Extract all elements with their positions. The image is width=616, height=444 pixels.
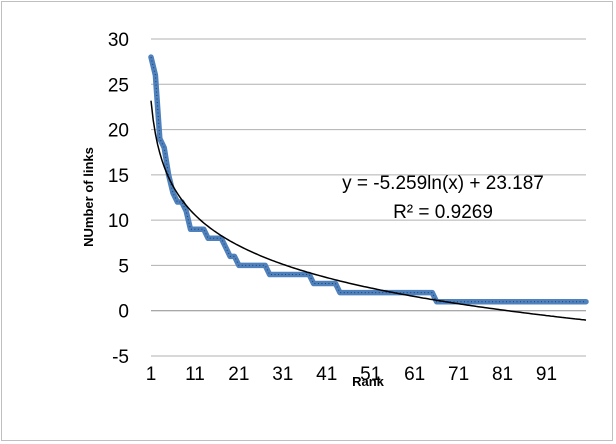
x-tick-label: 21 [228,364,249,385]
trendline-group [150,100,587,321]
y-tick-label: 30 [108,30,129,51]
x-tick-label: 41 [316,364,337,385]
x-axis-title: Rank [352,374,385,389]
x-tick-label: 81 [492,364,513,385]
trendline-r-squared: R² = 0.9269 [393,202,493,223]
gridlines [151,38,586,357]
series-line-markers [150,56,586,303]
x-tick-label: 91 [536,364,557,385]
y-tick-label: 10 [108,211,129,232]
x-tick-label: 71 [448,364,469,385]
x-tick-label: 51 [360,364,381,385]
y-tick-label: 20 [108,121,129,142]
x-tick-labels: 1 11 21 31 41 51 61 71 81 91 [146,364,557,385]
trendline-equation: y = -5.259ln(x) + 23.187 [342,173,544,194]
y-axis-title: NUmber of links [81,147,96,247]
trendline [150,100,587,321]
x-tick-label: 31 [272,364,293,385]
y-tick-label: 5 [118,256,129,277]
y-tick-label: -5 [112,347,129,368]
y-tick-label: 25 [108,75,129,96]
x-tick-label: 11 [185,364,205,385]
series-group [148,54,589,305]
x-tick-label: 1 [146,364,157,385]
y-tick-labels: 30 25 20 15 10 5 0 -5 [108,30,129,368]
x-tick-label: 61 [404,364,425,385]
y-tick-label: 0 [118,302,129,323]
y-tick-label: 15 [108,166,129,187]
